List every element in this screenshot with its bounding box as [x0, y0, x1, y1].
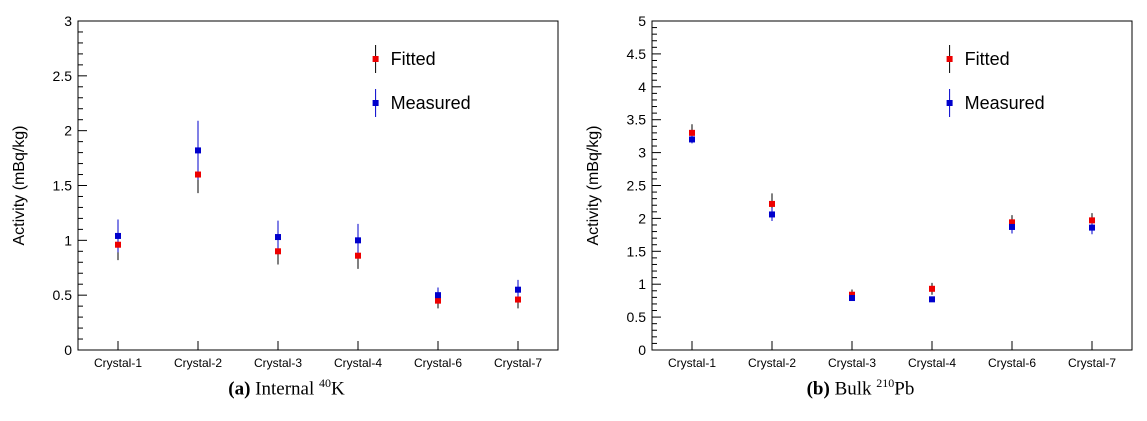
chart-b-measured-point — [769, 211, 775, 218]
chart-a-fitted-point — [355, 252, 361, 259]
chart-a-xtick-label: Crystal-7 — [494, 356, 542, 370]
chart-b-xtick-label: Crystal-2 — [748, 356, 796, 370]
chart-b-fitted-point — [849, 291, 855, 298]
chart-b-ytick-label: 2 — [638, 210, 646, 226]
chart-b-ylabel: Activity (mBq/kg) — [585, 125, 602, 245]
chart-b-fitted-point — [1089, 217, 1095, 224]
chart-b-measured-point — [929, 296, 935, 303]
chart-a-legend-measured-label: Measured — [391, 93, 471, 113]
chart-b-measured-point — [689, 136, 695, 143]
chart-b-fitted-point — [929, 285, 935, 292]
chart-panel-a: 0 0.5 1 1.5 2 2.5 3 Crystal-1 Crystal-2 Crystal-3… — [0, 0, 573, 421]
chart-a-legend-fitted-marker — [372, 56, 379, 62]
caption-a-sup: 40 — [319, 376, 331, 390]
chart-b-legend-measured-marker — [946, 100, 953, 106]
caption-b-sym: Pb — [894, 378, 915, 400]
chart-a-ytick-label: 3 — [64, 13, 72, 29]
chart-a-measured-point — [515, 286, 521, 293]
chart-b-xtick-label: Crystal-1 — [668, 356, 716, 370]
chart-a-measured-point — [435, 292, 441, 299]
chart-b-ytick-label: 4.5 — [627, 46, 647, 62]
chart-a-ylabel: Activity (mBq/kg) — [11, 125, 28, 245]
caption-a-sym: K — [331, 378, 345, 400]
chart-b-legend-fitted-label: Fitted — [965, 49, 1010, 69]
caption-b: (b) Bulk 210Pb — [574, 376, 1147, 400]
chart-b-svg: 0 0.5 1 1.5 2 2.5 3 3.5 4 4.5 5 Crystal-1 Crystal-2 C… — [585, 13, 1133, 370]
chart-panel-b: 0 0.5 1 1.5 2 2.5 3 3.5 4 4.5 5 Crystal-1 Crystal-2 C… — [574, 0, 1147, 421]
chart-a-xtick-label: Crystal-6 — [414, 356, 462, 370]
caption-b-tag: (b) — [806, 378, 830, 400]
chart-a-legend-fitted-label: Fitted — [391, 49, 436, 69]
chart-a-fitted-point — [115, 241, 121, 248]
chart-b-ytick-label: 5 — [638, 13, 646, 29]
chart-b-ytick-label: 4 — [638, 79, 646, 95]
chart-b-xtick-label: Crystal-3 — [828, 356, 876, 370]
chart-a-plot-frame — [77, 20, 559, 351]
chart-a-ytick-label: 2.5 — [53, 68, 73, 84]
chart-a-ytick-label: 1 — [64, 232, 72, 248]
chart-b-ytick-label: 1.5 — [627, 243, 647, 259]
caption-b-text: Bulk — [834, 378, 872, 400]
chart-a-ytick-label: 0 — [64, 342, 72, 358]
chart-b-xtick-label: Crystal-6 — [988, 356, 1036, 370]
chart-b-fitted-point — [689, 129, 695, 136]
caption-a: (a) Internal 40K — [0, 376, 573, 400]
chart-b-legend-fitted-marker — [946, 56, 953, 62]
chart-a-xtick-label: Crystal-3 — [254, 356, 302, 370]
chart-a-fitted-point — [195, 171, 201, 178]
chart-a-xtick-label: Crystal-2 — [174, 356, 222, 370]
chart-b-fitted-point — [769, 200, 775, 207]
chart-b-measured-point — [1009, 223, 1015, 230]
chart-a-fitted-point — [275, 248, 281, 255]
chart-b-plot-frame — [651, 20, 1133, 351]
chart-a-svg: 0 0.5 1 1.5 2 2.5 3 Crystal-1 Crystal-2 Crystal-3… — [11, 13, 559, 370]
chart-a-ytick-label: 0.5 — [53, 287, 73, 303]
chart-b-xtick-label: Crystal-7 — [1068, 356, 1116, 370]
chart-b-ytick-label: 0 — [638, 342, 646, 358]
chart-a-fitted-point — [515, 296, 521, 303]
chart-b-ytick-label: 3.5 — [627, 112, 647, 128]
chart-a-xtick-label: Crystal-1 — [94, 356, 142, 370]
caption-b-sup: 210 — [876, 376, 895, 390]
chart-b-fitted-point — [1009, 219, 1015, 226]
chart-b-ytick-label: 2.5 — [627, 178, 647, 194]
chart-a-legend-measured-marker — [372, 100, 379, 106]
chart-a-ytick-label: 1.5 — [53, 178, 73, 194]
caption-a-text: Internal — [255, 378, 315, 400]
caption-a-tag: (a) — [228, 378, 251, 400]
chart-b-xtick-label: Crystal-4 — [908, 356, 956, 370]
chart-a-fitted-point — [435, 297, 441, 304]
chart-b-ytick-label: 0.5 — [627, 309, 647, 325]
chart-b-ytick-label: 1 — [638, 276, 646, 292]
chart-b-ytick-label: 3 — [638, 145, 646, 161]
chart-b-measured-point — [1089, 224, 1095, 231]
chart-a-measured-point — [355, 237, 361, 244]
chart-b-measured-point — [849, 295, 855, 302]
chart-a-measured-point — [275, 234, 281, 241]
chart-a-xtick-label: Crystal-4 — [334, 356, 382, 370]
chart-a-measured-point — [195, 147, 201, 154]
chart-b-legend-measured-label: Measured — [965, 93, 1045, 113]
chart-a-measured-point — [115, 232, 121, 239]
chart-a-ytick-label: 2 — [64, 123, 72, 139]
